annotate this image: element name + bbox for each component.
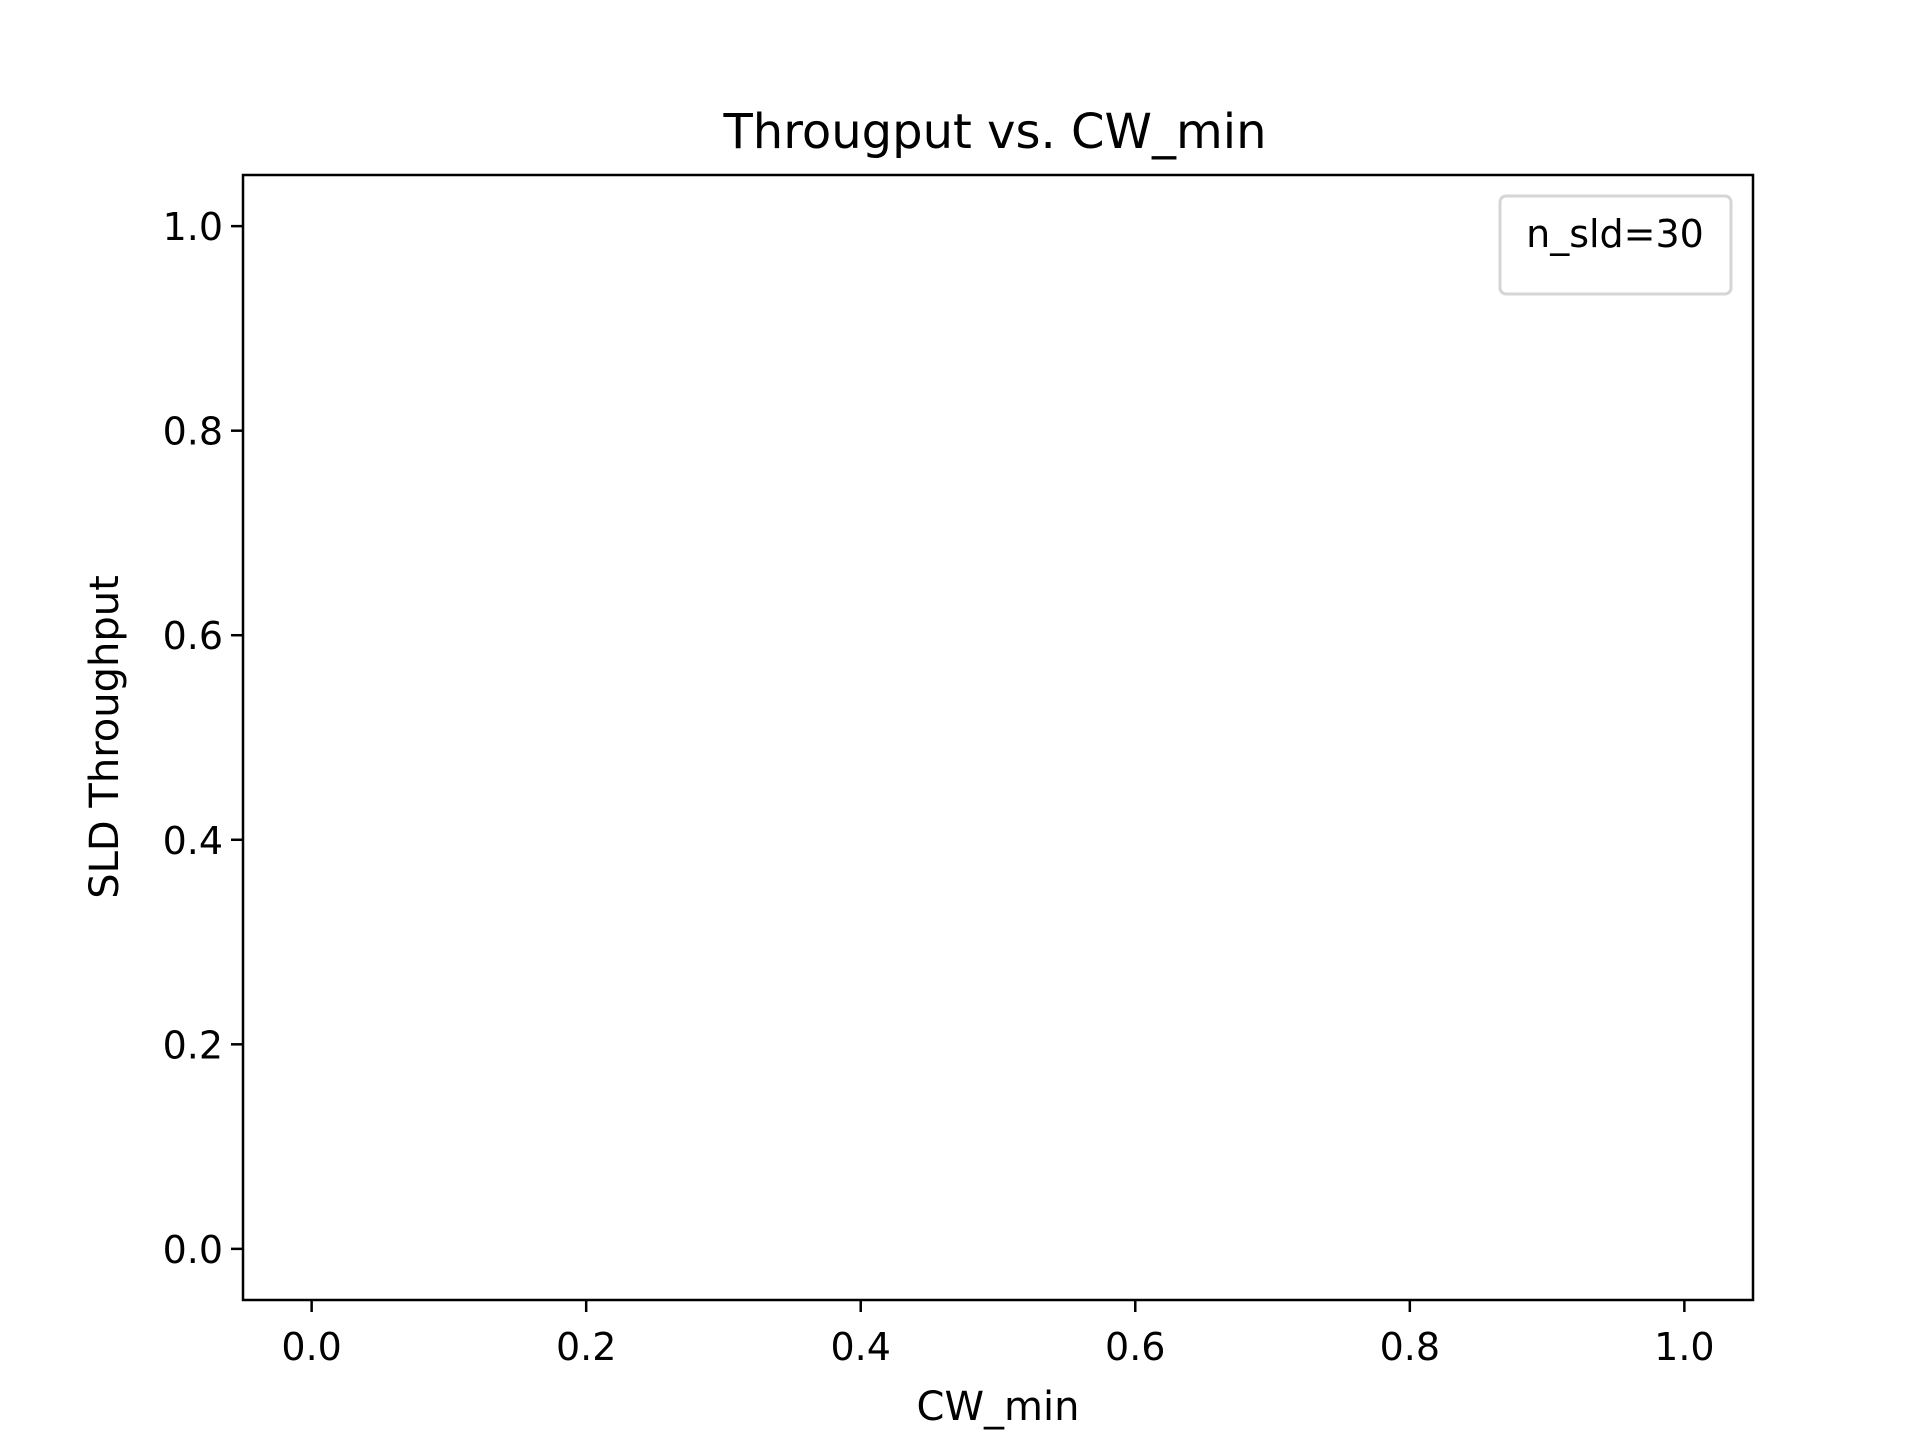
x-axis-ticks: 0.0 0.2 0.4 0.6 0.8 1.0 (281, 1300, 1715, 1369)
x-tick-label: 0.0 (281, 1325, 341, 1369)
plot-area (243, 175, 1753, 1300)
y-axis-label: SLD Throughput (82, 575, 128, 899)
y-tick-label: 0.2 (163, 1023, 223, 1067)
legend-box (1498, 194, 1733, 296)
x-axis-label: CW_min (917, 1384, 1080, 1430)
y-tick-label: 0.8 (163, 410, 223, 454)
x-tick-label: 0.4 (831, 1325, 891, 1369)
y-axis-ticks: 0.0 0.2 0.4 0.6 0.8 1.0 (163, 205, 243, 1272)
legend: n_sld=30 (1498, 194, 1733, 296)
chart-title: Througput vs. CW_min (722, 104, 1266, 160)
legend-entry: n_sld=30 (1526, 212, 1704, 256)
y-tick-label: 0.6 (163, 614, 223, 658)
x-tick-label: 1.0 (1654, 1325, 1714, 1369)
x-tick-label: 0.8 (1380, 1325, 1440, 1369)
y-tick-label: 0.0 (163, 1228, 223, 1272)
x-tick-label: 0.6 (1105, 1325, 1165, 1369)
y-tick-label: 0.4 (163, 819, 223, 863)
x-tick-label: 0.2 (556, 1325, 616, 1369)
y-tick-label: 1.0 (163, 205, 223, 249)
plot-frame (241, 173, 1755, 1302)
